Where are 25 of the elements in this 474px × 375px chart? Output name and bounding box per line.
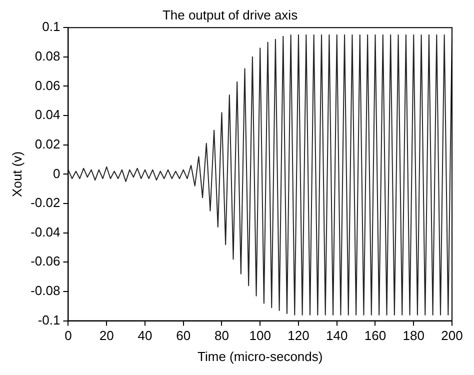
y-tick-label: 0.04 <box>34 107 60 122</box>
y-tick-label: -0.04 <box>30 224 60 240</box>
y-tick-label: 0.06 <box>34 78 60 93</box>
y-tick-label: -0.1 <box>38 312 60 328</box>
x-axis-title: Time (micro-seconds) <box>198 348 323 364</box>
x-tick-label: 140 <box>326 328 348 344</box>
y-axis-title: Xout (v) <box>9 151 24 197</box>
y-tick-label: 0.08 <box>34 48 60 64</box>
x-tick-label: 160 <box>364 328 386 344</box>
chart-title: The output of drive axis <box>162 7 298 22</box>
x-tick-label: 180 <box>402 328 424 344</box>
y-tick-label: -0.08 <box>30 283 60 298</box>
y-tick-label: -0.06 <box>30 254 60 269</box>
y-tick-label: -0.02 <box>30 195 60 210</box>
x-tick-label: 100 <box>249 328 271 344</box>
x-tick-label: 0 <box>64 328 72 344</box>
x-tick-label: 80 <box>214 328 229 344</box>
y-tick-label: 0 <box>52 166 60 181</box>
x-tick-label: 60 <box>176 328 191 344</box>
y-tick-label: 0.1 <box>42 19 60 34</box>
x-tick-label: 120 <box>288 328 310 344</box>
y-tick-label: 0.02 <box>34 136 60 152</box>
x-tick-label: 20 <box>99 328 114 344</box>
x-tick-label: 200 <box>441 328 463 344</box>
x-tick-label: 40 <box>138 328 152 344</box>
